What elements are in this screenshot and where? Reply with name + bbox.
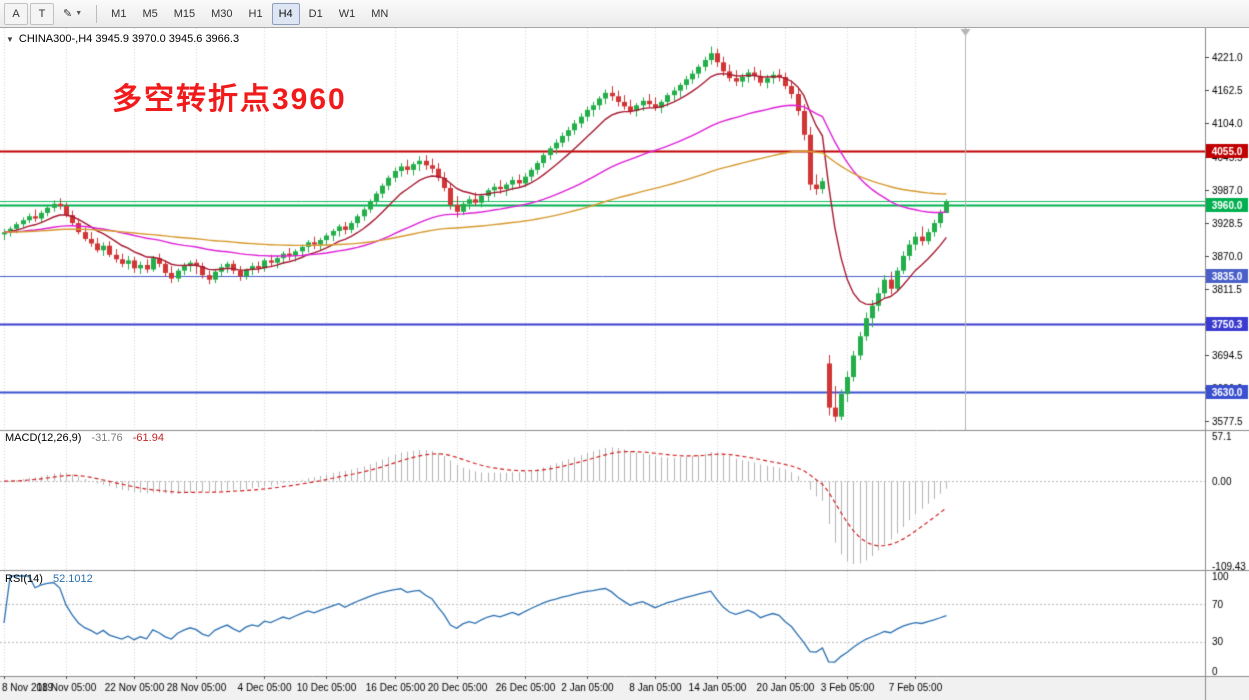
timeframe-m1-button[interactable]: M1 bbox=[104, 3, 133, 25]
text-tool-button[interactable]: T bbox=[30, 2, 54, 25]
top-toolbar: A T ✎ ▼ M1 M5 M15 M30 H1 H4 D1 W1 MN bbox=[0, 0, 1249, 28]
price-axis[interactable] bbox=[1205, 28, 1249, 676]
chart-canvas[interactable] bbox=[0, 28, 1249, 700]
timeframe-h1-button[interactable]: H1 bbox=[242, 3, 270, 25]
timeframe-w1-button[interactable]: W1 bbox=[332, 3, 363, 25]
chevron-down-icon: ▼ bbox=[75, 10, 83, 17]
draw-tool-button[interactable]: ✎ ▼ bbox=[56, 3, 89, 25]
timeframe-m15-button[interactable]: M15 bbox=[167, 3, 202, 25]
pencil-icon: ✎ bbox=[63, 8, 73, 20]
toolbar-separator bbox=[96, 4, 98, 23]
timeframe-m5-button[interactable]: M5 bbox=[135, 3, 164, 25]
timeframe-h4-button[interactable]: H4 bbox=[271, 2, 300, 25]
timeframe-mn-button[interactable]: MN bbox=[364, 3, 395, 25]
chart-text-annotation[interactable]: 多空转折点3960 bbox=[112, 83, 347, 116]
timeframe-d1-button[interactable]: D1 bbox=[302, 3, 330, 25]
time-axis[interactable] bbox=[0, 676, 1205, 700]
timeframe-m30-button[interactable]: M30 bbox=[204, 3, 239, 25]
cursor-mode-button[interactable]: A bbox=[4, 2, 28, 25]
